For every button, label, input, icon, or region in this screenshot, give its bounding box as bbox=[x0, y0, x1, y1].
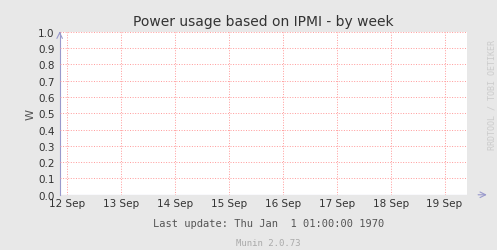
Text: Munin 2.0.73: Munin 2.0.73 bbox=[236, 238, 301, 247]
Text: RRDTOOL / TOBI OETIKER: RRDTOOL / TOBI OETIKER bbox=[487, 40, 496, 150]
Y-axis label: W: W bbox=[25, 108, 35, 119]
Text: Last update: Thu Jan  1 01:00:00 1970: Last update: Thu Jan 1 01:00:00 1970 bbox=[153, 218, 384, 228]
Title: Power usage based on IPMI - by week: Power usage based on IPMI - by week bbox=[133, 15, 394, 28]
